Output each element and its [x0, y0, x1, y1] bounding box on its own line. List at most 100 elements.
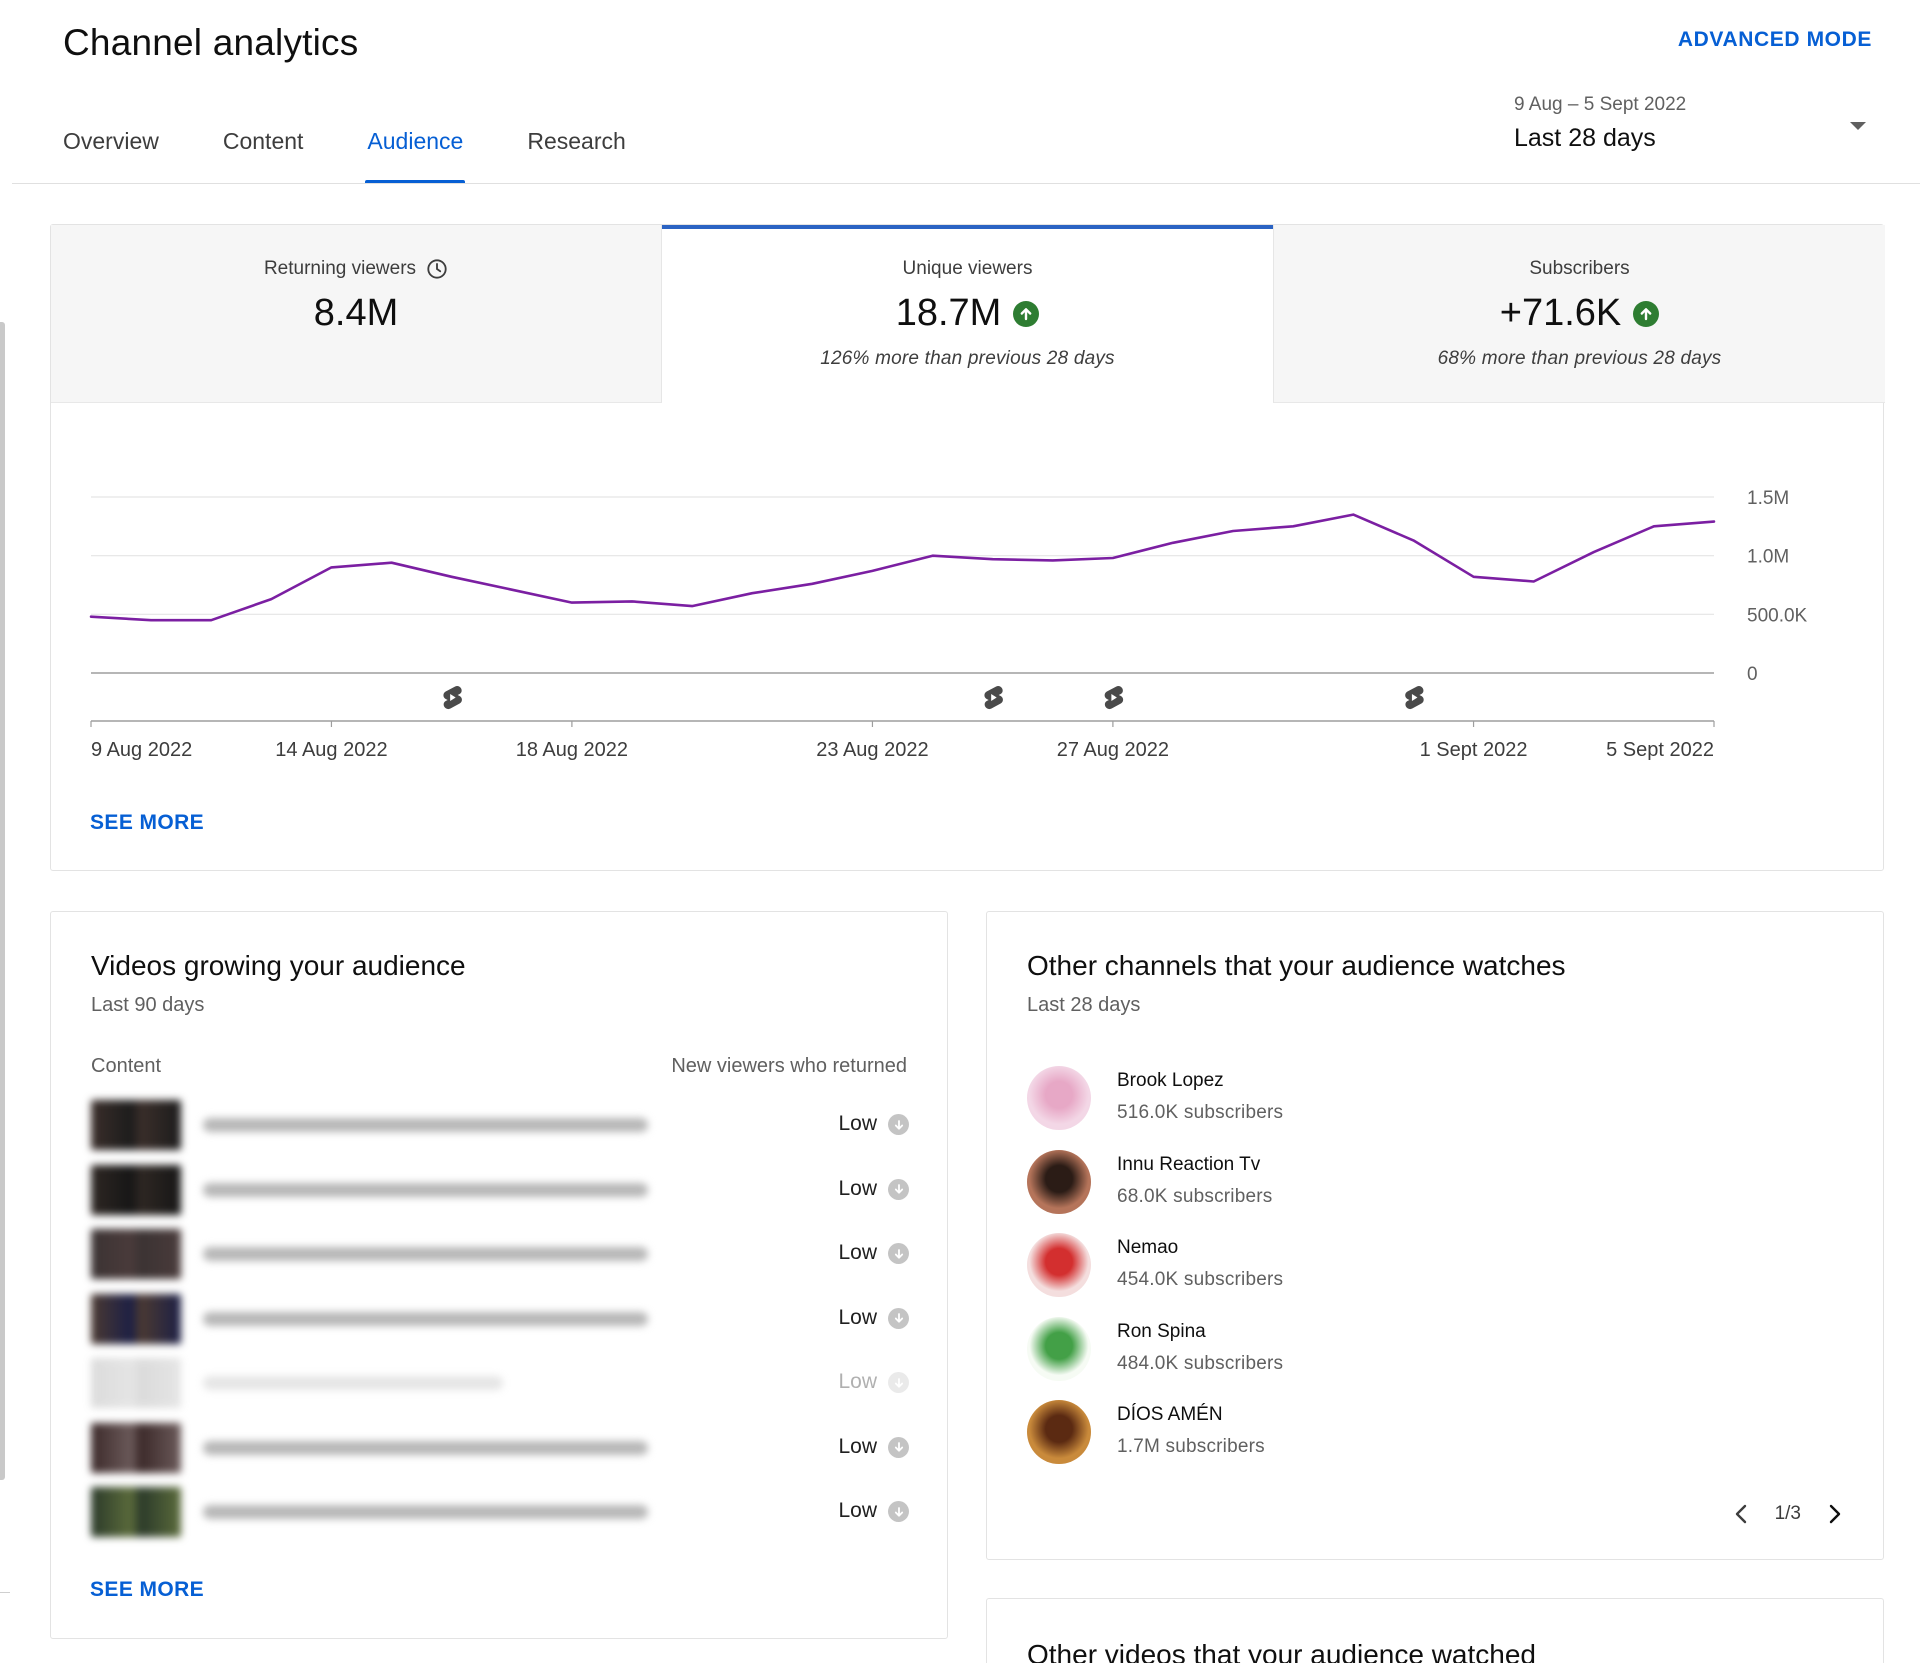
channel-subscriber-count: 516.0K subscribers [1117, 1102, 1284, 1123]
channel-name[interactable]: Brook Lopez [1117, 1070, 1224, 1091]
x-tick-label: 14 Aug 2022 [275, 739, 387, 761]
video-title-redacted[interactable] [203, 1376, 503, 1390]
channel-name[interactable]: Ron Spina [1117, 1320, 1206, 1342]
tabs-divider [12, 183, 1920, 184]
clock-icon[interactable] [426, 258, 448, 280]
chevron-down-icon [1850, 122, 1866, 130]
table-row[interactable]: Low [91, 1229, 909, 1279]
video-title-redacted[interactable] [203, 1440, 648, 1455]
see-more-button[interactable]: SEE MORE [90, 1578, 205, 1601]
channel-name[interactable]: Innu Reaction Tv [1117, 1153, 1261, 1175]
video-title-redacted[interactable] [203, 1182, 648, 1197]
card-subtitle: Last 28 days [1027, 994, 1141, 1016]
arrow-down-icon [888, 1501, 909, 1522]
table-row[interactable]: Low [91, 1293, 909, 1344]
scrollbar[interactable] [0, 322, 5, 1480]
video-thumbnail[interactable] [91, 1100, 181, 1150]
x-tick-label: 23 Aug 2022 [816, 739, 928, 761]
shorts-icon[interactable] [1104, 685, 1124, 710]
metric-value: +71.6K [1499, 292, 1622, 334]
table-row[interactable]: Low [91, 1100, 909, 1150]
metric-unique-viewers[interactable]: Unique viewers 18.7M 126% more than prev… [662, 225, 1273, 403]
arrow-down-icon [888, 1114, 909, 1135]
metric-comparison: 68% more than previous 28 days [1437, 348, 1722, 369]
channel-name[interactable]: DÍOS AMÉN [1117, 1404, 1223, 1425]
card-subtitle: Last 90 days [91, 994, 205, 1016]
metric-comparison: 126% more than previous 28 days [820, 348, 1115, 369]
date-range-dropdown[interactable]: 9 Aug – 5 Sept 2022 Last 28 days [1514, 94, 1870, 158]
table-row[interactable]: Low [91, 1358, 909, 1408]
chevron-right-icon[interactable] [1823, 1502, 1847, 1526]
metric-value-wrap: 18.7M [662, 292, 1273, 335]
returned-viewers-level: Low [838, 1305, 877, 1329]
metric-label-wrap: Returning viewers [264, 258, 448, 280]
card-title: Videos growing your audience [91, 950, 466, 981]
video-thumbnail[interactable] [91, 1422, 181, 1473]
arrow-up-icon [1013, 300, 1040, 327]
metric-value-wrap: 8.4M [51, 292, 661, 335]
channel-name[interactable]: Nemao [1117, 1237, 1179, 1258]
video-title-redacted[interactable] [203, 1118, 648, 1132]
channel-subscriber-count: 1.7M subscribers [1117, 1436, 1265, 1457]
channel-avatar[interactable] [1027, 1066, 1091, 1130]
shorts-icon[interactable] [443, 685, 462, 710]
returned-viewers-level: Low [838, 1112, 877, 1135]
channel-item[interactable]: Ron Spina 484.0K subscribers [1027, 1315, 1527, 1381]
x-tick-label: 1 Sept 2022 [1420, 739, 1528, 761]
returned-viewers-level: Low [838, 1370, 877, 1393]
table-row[interactable]: Low [91, 1422, 909, 1473]
channel-item[interactable]: DÍOS AMÉN 1.7M subscribers [1027, 1398, 1527, 1464]
column-header-content: Content [91, 1055, 162, 1077]
advanced-mode-button[interactable]: ADVANCED MODE [1677, 28, 1872, 51]
chevron-left-icon[interactable] [1729, 1502, 1753, 1526]
x-tick-label: 9 Aug 2022 [91, 739, 192, 761]
metric-returning-viewers[interactable]: Returning viewers 8.4M [51, 225, 662, 403]
shorts-icon[interactable] [984, 685, 1003, 710]
tab-overview[interactable]: Overview [63, 128, 159, 154]
see-more-button[interactable]: SEE MORE [90, 811, 205, 834]
tab-bar: Overview Content Audience Research [63, 128, 690, 184]
video-thumbnail[interactable] [91, 1164, 181, 1215]
metric-subscribers[interactable]: Subscribers +71.6K 68% more than previou… [1273, 225, 1885, 403]
page-indicator: 1/3 [1774, 1503, 1801, 1524]
arrow-down-icon [888, 1243, 909, 1264]
card-title: Other channels that your audience watche… [1027, 950, 1566, 981]
table-row[interactable]: Low [91, 1487, 909, 1537]
videos-growing-audience-card: Videos growing your audience Last 90 day… [50, 911, 948, 1639]
pagination: 1/3 [1729, 1502, 1847, 1526]
metric-value: 8.4M [313, 292, 399, 334]
arrow-down-icon [888, 1372, 909, 1393]
channel-subscriber-count: 484.0K subscribers [1117, 1352, 1284, 1374]
tab-audience[interactable]: Audience [365, 128, 466, 184]
video-title-redacted[interactable] [203, 1247, 648, 1261]
channel-subscriber-count: 68.0K subscribers [1117, 1185, 1273, 1207]
channel-item[interactable]: Innu Reaction Tv 68.0K subscribers [1027, 1148, 1527, 1214]
channel-item[interactable]: Nemao 454.0K subscribers [1027, 1231, 1527, 1297]
metric-label: Returning viewers [263, 258, 417, 279]
video-thumbnail[interactable] [91, 1487, 181, 1537]
channel-avatar[interactable] [1027, 1149, 1091, 1214]
metric-label: Unique viewers [902, 258, 1033, 279]
y-tick-label: 500.0K [1747, 605, 1808, 626]
tab-content[interactable]: Content [222, 128, 304, 154]
shorts-icon[interactable] [1405, 685, 1424, 710]
tab-research[interactable]: Research [527, 128, 626, 154]
y-tick-label: 1.5M [1747, 488, 1789, 509]
video-thumbnail[interactable] [91, 1293, 181, 1344]
video-title-redacted[interactable] [203, 1505, 648, 1519]
metric-label-wrap: Unique viewers [903, 258, 1033, 280]
video-thumbnail[interactable] [91, 1229, 181, 1279]
video-title-redacted[interactable] [203, 1311, 648, 1326]
arrow-down-icon [888, 1307, 909, 1329]
y-tick-label: 0 [1747, 664, 1758, 685]
x-tick-label: 27 Aug 2022 [1057, 739, 1169, 761]
channel-avatar[interactable] [1027, 1233, 1091, 1297]
metric-value: 18.7M [895, 292, 1002, 334]
column-header-metric: New viewers who returned [671, 1055, 907, 1077]
channel-item[interactable]: Brook Lopez 516.0K subscribers [1027, 1064, 1527, 1130]
table-row[interactable]: Low [91, 1164, 909, 1215]
channel-avatar[interactable] [1027, 1400, 1091, 1464]
arrow-down-icon [888, 1436, 909, 1458]
channel-avatar[interactable] [1027, 1316, 1091, 1381]
video-thumbnail[interactable] [91, 1358, 181, 1408]
